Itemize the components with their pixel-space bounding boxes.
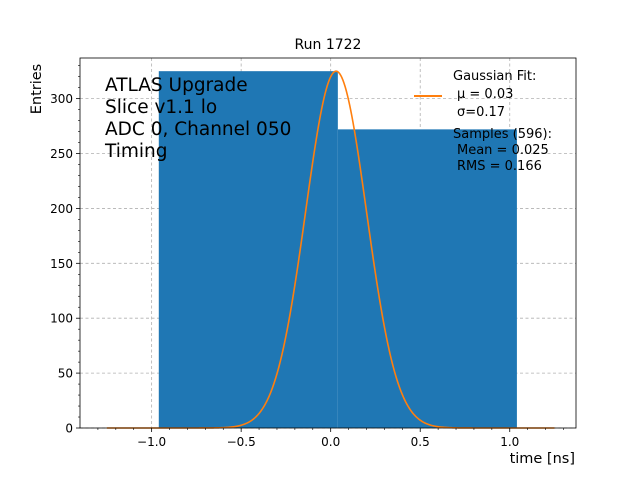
annotation-line-channel: ADC 0, Channel 050 — [105, 119, 291, 140]
chart-title: Run 1722 — [295, 37, 362, 53]
histogram-bars — [158, 71, 517, 428]
y-tick-label: 0 — [65, 422, 73, 436]
legend-fit-sigma: σ=0.17 — [457, 105, 505, 120]
x-tick-label: 0.5 — [411, 435, 430, 449]
annotation-block: ATLAS Upgrade Slice v1.1 lo ADC 0, Chann… — [104, 75, 291, 162]
histogram-bar-0 — [158, 71, 338, 428]
legend: Gaussian Fit: μ = 0.03 σ=0.17 Samples (5… — [414, 69, 552, 174]
y-tick-label: 250 — [50, 147, 73, 161]
annotation-line-mode: Timing — [104, 141, 168, 162]
x-tick-label: −0.5 — [227, 435, 256, 449]
legend-fit-title: Gaussian Fit: — [453, 69, 536, 84]
y-tick-label: 300 — [50, 92, 73, 106]
axis-ticks: −1.0 −0.5 0.0 0.5 1.0 0 50 100 150 200 250 300 — [50, 65, 564, 449]
legend-samples-mean: Mean = 0.025 — [457, 143, 549, 158]
legend-samples-title: Samples (596): — [453, 127, 552, 142]
x-axis-label: time [ns] — [510, 451, 575, 467]
x-tick-label: 1.0 — [500, 435, 519, 449]
y-axis-label: Entries — [29, 64, 45, 115]
legend-samples-rms: RMS = 0.166 — [457, 159, 542, 174]
x-tick-label: −1.0 — [137, 435, 166, 449]
legend-fit-mu: μ = 0.03 — [457, 87, 513, 102]
annotation-line-slice: Slice v1.1 lo — [105, 97, 217, 118]
y-tick-label: 150 — [50, 257, 73, 271]
y-tick-label: 100 — [50, 312, 73, 326]
y-tick-label: 50 — [58, 367, 73, 381]
axes-frame — [79, 57, 577, 429]
annotation-line-experiment: ATLAS Upgrade — [105, 75, 248, 96]
x-tick-label: 0.0 — [321, 435, 340, 449]
y-tick-label: 200 — [50, 202, 73, 216]
histogram-bar-1 — [337, 129, 517, 428]
